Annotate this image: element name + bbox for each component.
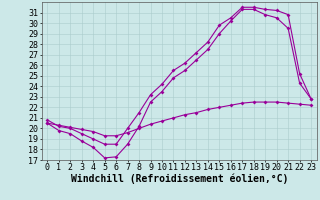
X-axis label: Windchill (Refroidissement éolien,°C): Windchill (Refroidissement éolien,°C)	[70, 174, 288, 184]
